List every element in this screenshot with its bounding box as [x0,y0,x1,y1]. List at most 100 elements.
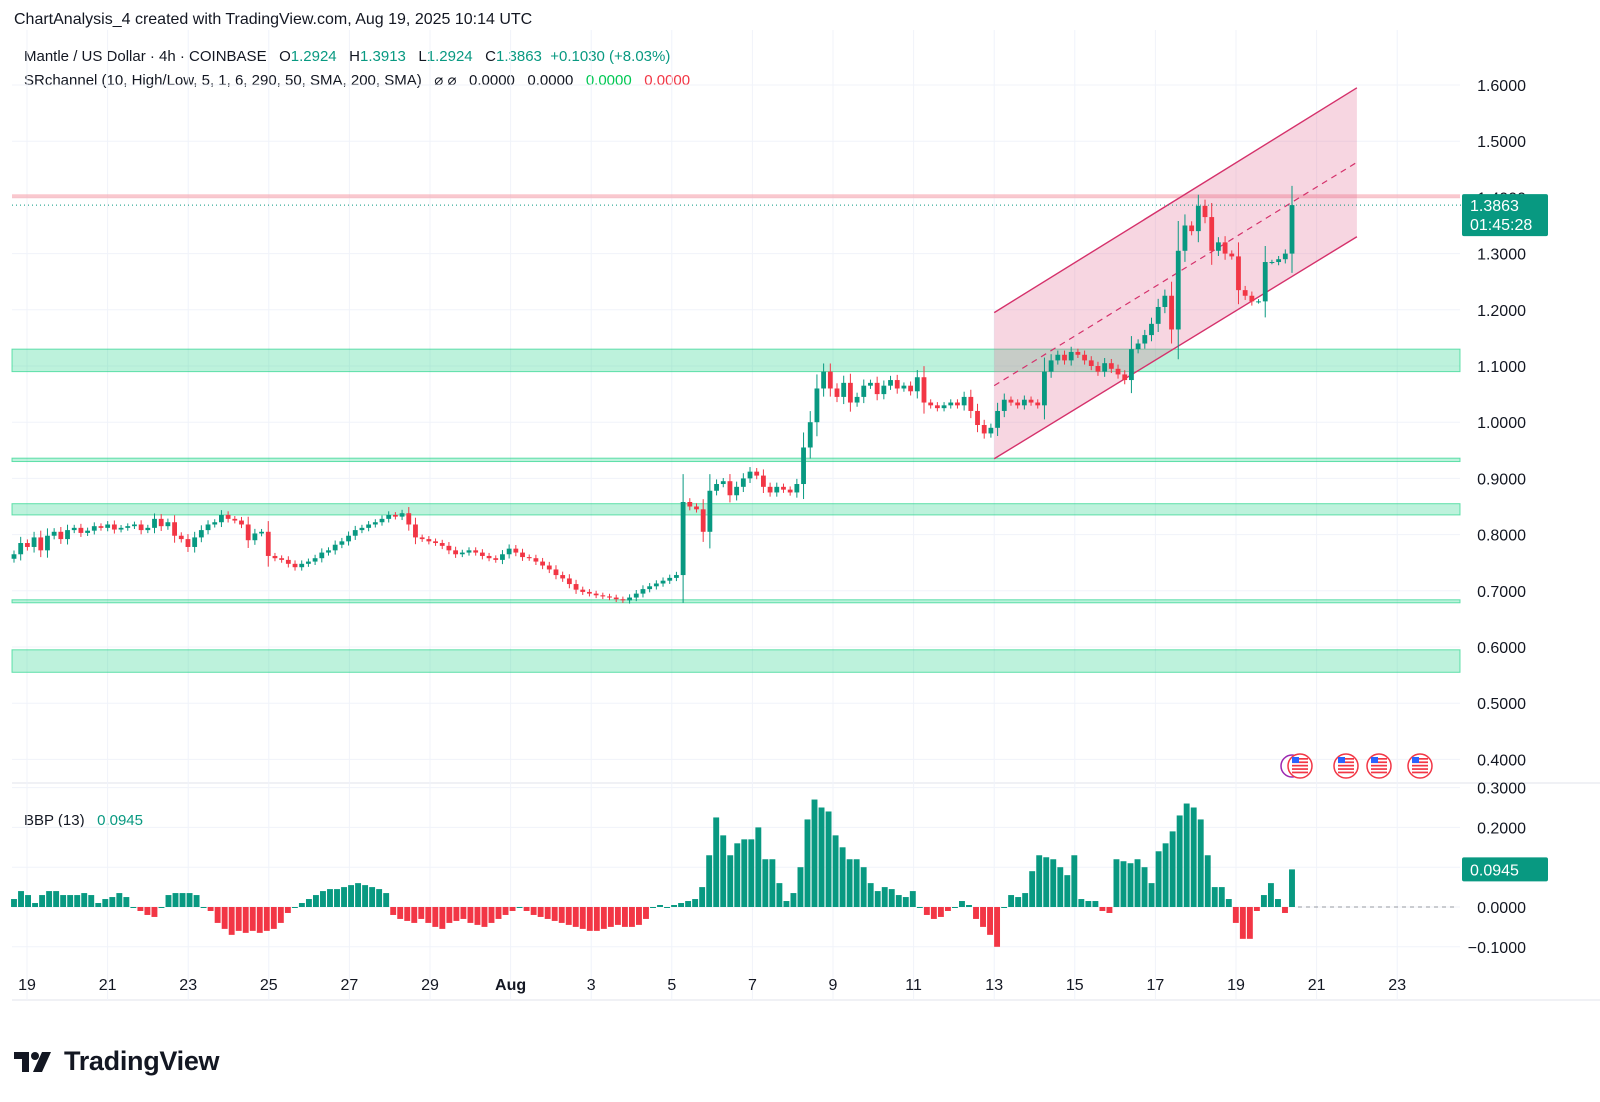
candle-body [1229,253,1235,257]
candle-body [339,541,345,545]
candle [125,523,131,531]
bbp-bar [291,907,298,908]
bbp-bar [804,819,811,907]
candle-body [868,382,873,386]
candle-body [1035,402,1041,406]
candle-body [239,520,244,525]
sr-zone [11,348,1461,373]
candle-body [714,484,719,491]
us-flag-stripe [1292,758,1308,760]
candle [406,507,412,531]
candle-body [1262,262,1268,302]
candle [526,554,532,561]
high-value: 1.3913 [360,48,406,65]
candle-body [38,537,44,551]
candle-body [767,486,773,493]
candle [459,549,465,558]
bbp-bar [839,847,846,907]
bbp-bar [755,827,762,907]
candle [453,546,459,558]
bbp-bar [397,907,404,919]
candle [272,552,278,562]
bbp-bar [1008,895,1015,907]
candle-body [587,591,592,594]
candle [439,539,445,550]
candle [1262,246,1268,318]
candle [413,517,418,545]
bbp-bar [1127,863,1134,907]
bbp-bar [551,907,558,921]
candle [332,540,338,555]
candle [680,474,686,603]
candle-body [1042,371,1047,406]
bbp-bar [137,907,144,911]
candle-body [1068,351,1074,361]
bbp-bar [994,907,1001,947]
bbp-bar [1155,851,1162,907]
candle-body [65,530,70,540]
us-flag-canton [1412,757,1419,763]
candle [346,531,351,546]
candle [31,531,37,553]
candle [1222,236,1228,260]
bbp-bar [1113,859,1120,907]
candle-body [914,377,920,392]
candle-body [1055,354,1061,361]
us-flag-stripe [1371,761,1387,764]
bbp-bar [186,893,193,907]
us-flag-stripe [1338,768,1354,770]
bbp-bar [593,907,600,931]
bbp-bar [298,903,305,907]
candle-body [1169,295,1174,330]
candle [433,538,438,546]
candle [988,423,994,438]
bbp-bar [923,907,930,915]
candle-body [299,563,305,568]
candle-body [694,506,699,510]
candle [1055,350,1061,365]
us-flag-stripe [1292,768,1308,770]
candle-body [566,578,572,585]
price-tick-label: 1.5000 [1477,134,1526,151]
us-flag-stripe [1371,771,1387,774]
candle [881,380,887,400]
candle-body [1015,402,1021,406]
bbp-bar [88,895,95,907]
candle-body [546,565,552,570]
us-flag-stripe [1412,764,1428,767]
candle-body [794,484,800,493]
bbp-bar [902,897,909,907]
open-value: 1.2924 [290,48,337,65]
oscillator-value: 0.0945 [97,812,143,829]
candle-body [433,541,438,544]
bbp-bar [769,859,776,907]
bbp-bar [797,867,804,907]
candle-body [138,524,144,531]
candle-body [700,509,706,532]
candle-body [821,371,827,389]
candle-body [593,593,599,596]
date-tick-label: 21 [99,977,117,994]
candle [573,579,579,594]
bbp-bar [987,907,994,935]
bbp-bar [614,907,621,925]
candle [600,592,606,600]
candle [1229,250,1235,260]
candle [71,524,77,534]
candle-body [346,535,351,542]
bbp-bar [467,907,474,923]
candle-body [740,478,746,487]
candle-body [473,550,479,553]
bbp-bar [1289,869,1295,907]
candle [1249,291,1255,306]
bbp-bar [32,903,39,907]
us-flag-stripe [1412,771,1428,774]
candle [700,499,706,542]
bbp-tick-label: 0.3000 [1477,781,1526,798]
bbp-bar [664,907,670,908]
candle-body [948,402,954,406]
candle-body [1209,217,1215,251]
price-tick-label: 0.9000 [1477,471,1526,488]
candle [85,527,91,536]
